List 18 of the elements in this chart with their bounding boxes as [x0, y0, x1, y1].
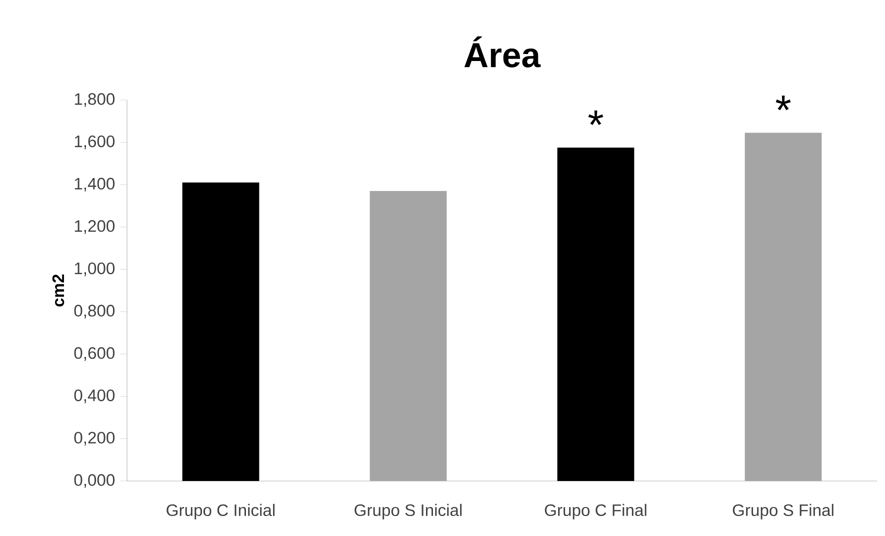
annotation: * [588, 110, 604, 126]
y-tick-label: 0,200 [74, 432, 115, 446]
y-tick-label: 1,200 [74, 220, 115, 234]
x-tick-label: Grupo S Final [732, 504, 834, 520]
y-tick-label: 1,000 [74, 262, 115, 276]
y-tick-label: 0,000 [74, 474, 115, 488]
x-tick-label: Grupo C Final [544, 504, 646, 520]
annotation: * [776, 96, 791, 110]
chart-title: Área [464, 36, 541, 68]
y-tick-label: 1,600 [74, 135, 115, 150]
y-tick-label: 1,400 [74, 178, 115, 192]
x-tick-label: Grupo C Inicial [166, 504, 275, 520]
y-axis-title: cm2 [52, 274, 64, 306]
y-tick-label: 0,800 [74, 304, 115, 319]
y-tick-label: 0,400 [74, 389, 115, 404]
y-tick-label: 1,800 [74, 93, 115, 107]
x-tick-label: Grupo S Inicial [354, 504, 462, 520]
y-tick-label: 0,600 [74, 347, 115, 361]
